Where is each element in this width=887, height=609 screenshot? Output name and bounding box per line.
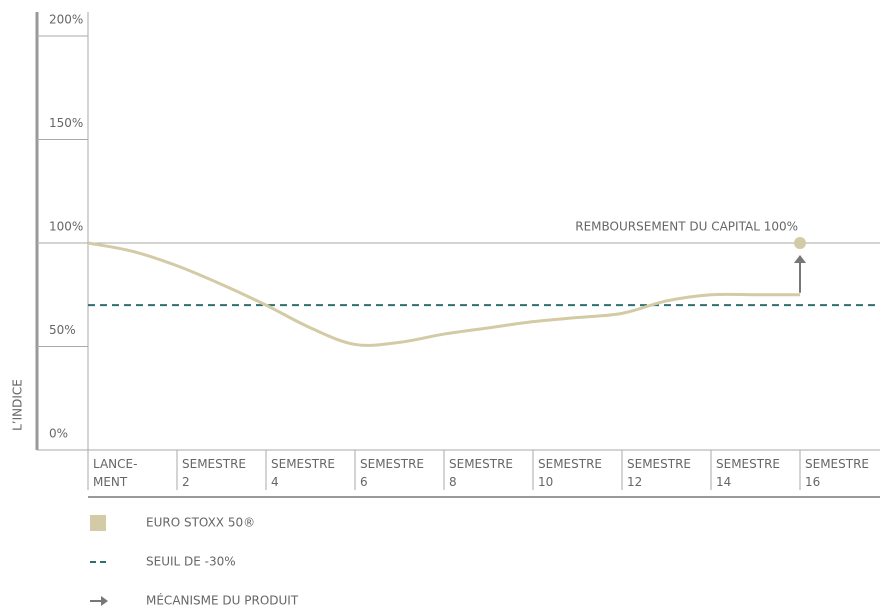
- x-tick-line1: SEMESTRE: [716, 457, 780, 471]
- x-tick-label: SEMESTRE 4: [271, 457, 335, 489]
- x-tick-line1: SEMESTRE: [449, 457, 513, 471]
- x-tick-label: SEMESTRE 12: [627, 457, 691, 489]
- legend-label: SEUIL DE -30%: [146, 555, 236, 569]
- x-tick-line2: 12: [627, 475, 642, 489]
- x-tick-line1: SEMESTRE: [538, 457, 602, 471]
- x-tick-line2: MENT: [93, 475, 128, 489]
- x-tick-line2: 16: [805, 475, 820, 489]
- arrow-head: [794, 255, 806, 263]
- x-tick-line2: 8: [449, 475, 457, 489]
- x-tick-line2: 6: [360, 475, 368, 489]
- y-tick-label: 50%: [49, 323, 76, 337]
- x-tick-line1: SEMESTRE: [627, 457, 691, 471]
- x-tick-label: SEMESTRE 2: [182, 457, 246, 489]
- x-tick-line1: SEMESTRE: [360, 457, 424, 471]
- x-tick-line2: 14: [716, 475, 731, 489]
- legend-label: MÉCANISME DU PRODUIT: [146, 593, 299, 608]
- x-tick-label: LANCE- MENT: [93, 457, 137, 489]
- x-tick-line1: LANCE-: [93, 457, 137, 471]
- x-tick-line1: SEMESTRE: [182, 457, 246, 471]
- legend-swatch: [90, 515, 106, 531]
- marker: [794, 237, 806, 249]
- y-tick-label: 150%: [49, 116, 83, 130]
- x-tick-label: SEMESTRE 8: [449, 457, 513, 489]
- y-axis-label: L’INDICE: [11, 379, 25, 431]
- x-tick-label: SEMESTRE 14: [716, 457, 780, 489]
- x-tick-label: SEMESTRE 16: [805, 457, 869, 489]
- x-tick-label: SEMESTRE 10: [538, 457, 602, 489]
- y-tick-label: 0%: [49, 427, 68, 441]
- legend-label: EURO STOXX 50®: [146, 516, 255, 530]
- y-tick-label: 200%: [49, 13, 83, 27]
- x-tick-line2: 2: [182, 475, 190, 489]
- x-tick-line2: 4: [271, 475, 279, 489]
- x-tick-line1: SEMESTRE: [271, 457, 335, 471]
- x-tick-label: SEMESTRE 6: [360, 457, 424, 489]
- x-tick-line1: SEMESTRE: [805, 457, 869, 471]
- series-line: [87, 241, 800, 347]
- y-tick-label: 100%: [49, 220, 83, 234]
- legend-arrow-head: [101, 596, 108, 606]
- x-tick-line2: 10: [538, 475, 553, 489]
- reference-label: REMBOURSEMENT DU CAPITAL 100%: [575, 220, 798, 234]
